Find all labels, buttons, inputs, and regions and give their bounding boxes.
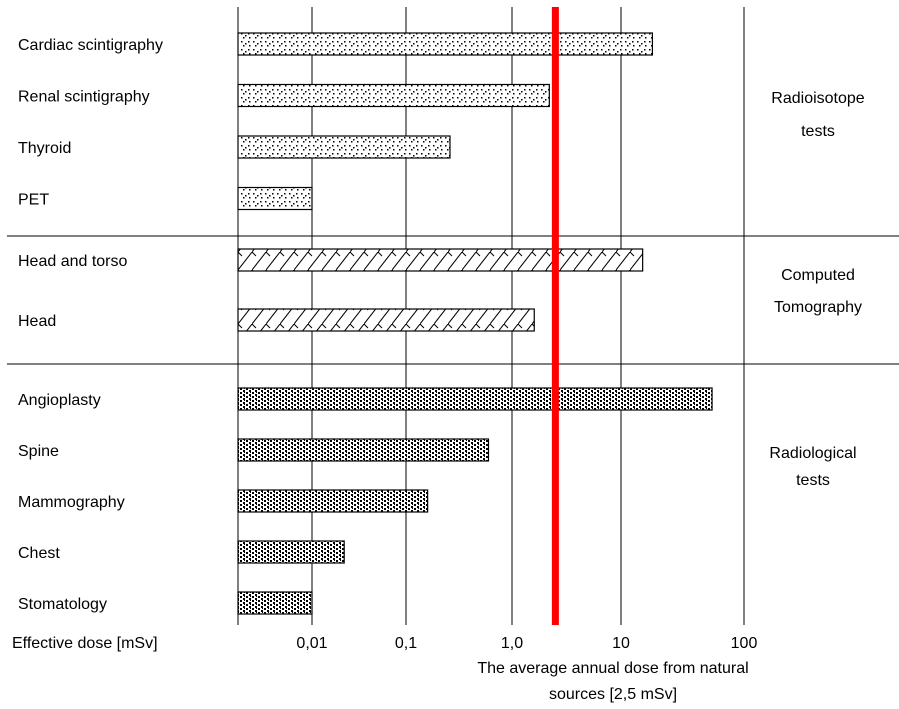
bar-0-3 xyxy=(237,186,313,211)
group-label-2-1: tests xyxy=(796,472,830,489)
category-label-2-4: Stomatology xyxy=(18,596,107,613)
category-label-1-1: Head xyxy=(18,313,56,330)
x-tick-label-2: 1,0 xyxy=(501,635,523,652)
grid-layer xyxy=(7,7,899,625)
x-tick-label-1: 0,1 xyxy=(395,635,417,652)
group-label-2-0: Radiological xyxy=(769,445,856,462)
reference-line xyxy=(551,7,559,625)
group-label-1-0: Computed xyxy=(781,267,855,284)
reference-layer xyxy=(551,7,559,625)
x-tick-label-4: 100 xyxy=(731,635,758,652)
reference-label-1: sources [2,5 mSv] xyxy=(549,686,677,703)
category-label-2-1: Spine xyxy=(18,443,59,460)
category-label-0-3: PET xyxy=(18,192,49,209)
bar-2-0 xyxy=(237,387,713,411)
bar-0-0 xyxy=(237,32,653,56)
category-label-2-3: Chest xyxy=(18,545,60,562)
x-tick-label-3: 10 xyxy=(612,635,630,652)
bar-1-1 xyxy=(237,308,535,332)
label-layer: Cardiac scintigraphy Renal scintigraphy Th… xyxy=(12,37,865,703)
category-label-0-0: Cardiac scintigraphy xyxy=(18,37,163,54)
category-label-2-0: Angioplasty xyxy=(18,392,101,409)
bar-2-1 xyxy=(237,438,490,462)
bar-0-2 xyxy=(237,135,451,159)
bar-1-0 xyxy=(237,248,644,272)
reference-label-0: The average annual dose from natural xyxy=(477,660,748,677)
group-label-0-0: Radioisotope xyxy=(771,90,865,107)
bar-2-4 xyxy=(237,591,313,615)
bar-2-3 xyxy=(237,540,345,564)
category-label-0-2: Thyroid xyxy=(18,140,71,157)
category-label-1-0: Head and torso xyxy=(18,253,128,270)
x-axis-label: Effective dose [mSv] xyxy=(12,635,158,652)
bar-layer xyxy=(237,32,713,615)
group-label-0-1: tests xyxy=(801,123,835,140)
category-label-0-1: Renal scintigraphy xyxy=(18,89,150,106)
category-label-2-2: Mammography xyxy=(18,494,125,511)
bar-2-2 xyxy=(237,489,429,513)
x-tick-label-0: 0,01 xyxy=(296,635,327,652)
bar-0-1 xyxy=(237,83,550,108)
group-label-1-1: Tomography xyxy=(774,299,862,316)
